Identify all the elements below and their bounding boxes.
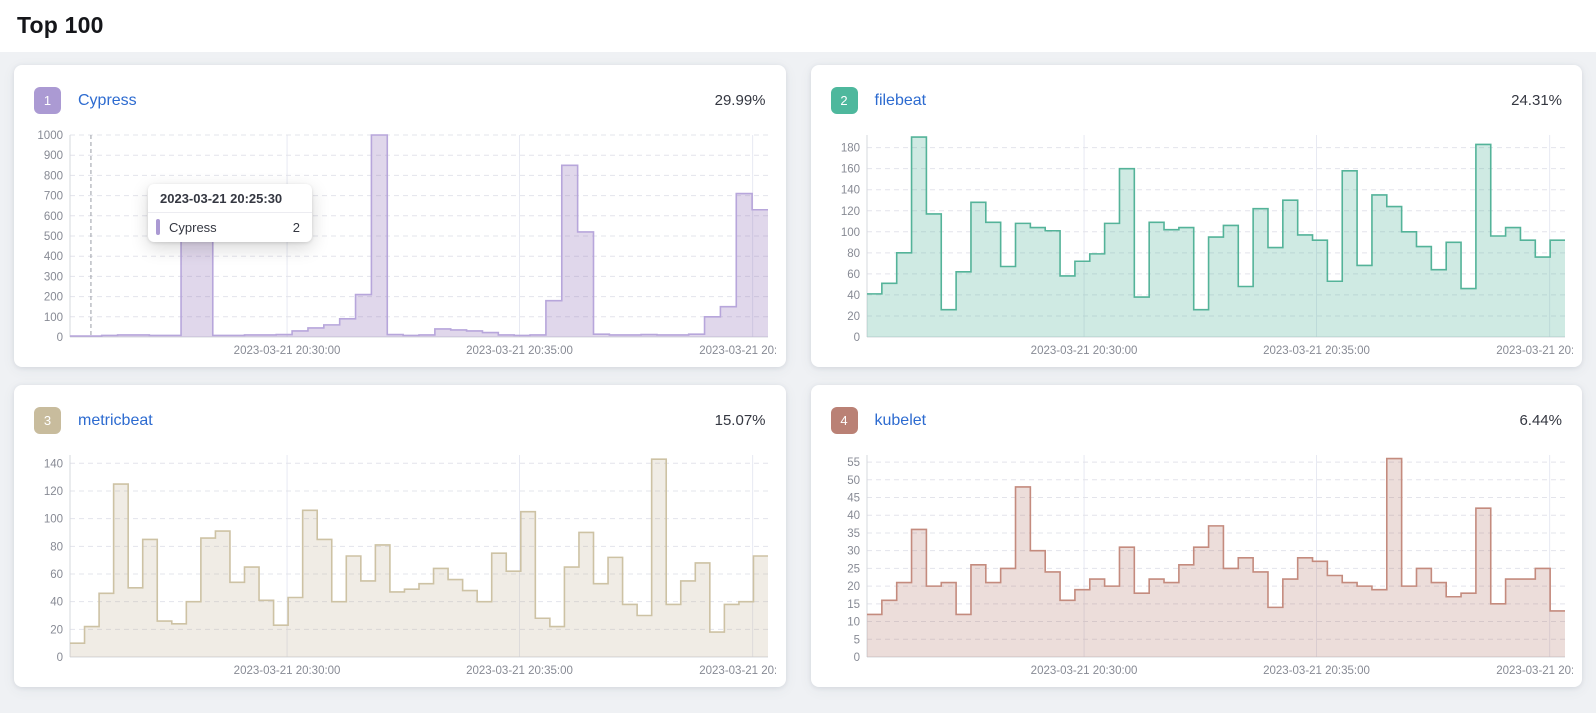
svg-text:0: 0 <box>57 652 63 664</box>
svg-text:1000: 1000 <box>37 130 63 142</box>
svg-text:10: 10 <box>847 617 860 629</box>
service-name-link[interactable]: kubelet <box>874 411 927 429</box>
svg-text:15: 15 <box>847 599 860 611</box>
svg-text:60: 60 <box>50 569 63 581</box>
svg-text:400: 400 <box>44 251 63 263</box>
panel-header: 2 filebeat 24.31% <box>830 87 1562 114</box>
svg-text:2023-03-21 20:40:00: 2023-03-21 20:40:00 <box>1496 345 1573 357</box>
svg-text:35: 35 <box>847 528 860 540</box>
svg-text:25: 25 <box>847 563 860 575</box>
svg-text:800: 800 <box>44 170 63 182</box>
svg-text:2023-03-21 20:30:00: 2023-03-21 20:30:00 <box>1030 665 1137 677</box>
panels-grid: 1 Cypress 29.99% 0 100 200 300 400 500 600 700 8… <box>0 52 1596 701</box>
svg-text:2023-03-21 20:30:00: 2023-03-21 20:30:00 <box>234 665 341 677</box>
svg-text:30: 30 <box>847 546 860 558</box>
chart-tooltip: 2023-03-21 20:25:30 Cypress 2 <box>148 184 312 242</box>
tooltip-series-row: Cypress 2 <box>148 213 312 242</box>
tooltip-timestamp: 2023-03-21 20:25:30 <box>148 184 312 213</box>
svg-text:700: 700 <box>44 191 63 203</box>
page-title: Top 100 <box>17 12 104 38</box>
svg-text:2023-03-21 20:40:00: 2023-03-21 20:40:00 <box>1496 665 1573 677</box>
panel-filebeat: 2 filebeat 24.31% 0 20 40 60 80 100 120 140 160 1… <box>810 65 1582 367</box>
svg-text:40: 40 <box>847 510 860 522</box>
svg-text:20: 20 <box>847 311 860 323</box>
service-name-link[interactable]: metricbeat <box>78 411 153 429</box>
share-percent: 24.31% <box>1511 92 1562 109</box>
panel-kubelet: 4 kubelet 6.44% 0 5 10 15 20 25 30 35 40 45 50 55 20… <box>810 385 1582 687</box>
svg-text:600: 600 <box>44 211 63 223</box>
svg-text:80: 80 <box>50 541 63 553</box>
svg-text:2023-03-21 20:35:00: 2023-03-21 20:35:00 <box>466 345 573 357</box>
svg-text:20: 20 <box>50 624 63 636</box>
svg-text:100: 100 <box>44 514 63 526</box>
title-bar: Top 100 <box>0 0 1596 52</box>
svg-text:100: 100 <box>840 227 859 239</box>
svg-text:2023-03-21 20:35:00: 2023-03-21 20:35:00 <box>1263 665 1370 677</box>
panel-header: 4 kubelet 6.44% <box>830 407 1562 434</box>
series-color-swatch <box>156 219 160 235</box>
panel-header: 3 metricbeat 15.07% <box>34 407 766 434</box>
svg-text:120: 120 <box>44 486 63 498</box>
svg-text:40: 40 <box>847 290 860 302</box>
tooltip-series-value: 2 <box>292 219 300 235</box>
rank-badge: 4 <box>830 407 858 434</box>
rank-badge: 3 <box>34 407 61 434</box>
svg-text:2023-03-21 20:35:00: 2023-03-21 20:35:00 <box>1263 345 1370 357</box>
svg-text:200: 200 <box>44 292 63 304</box>
service-name-link[interactable]: filebeat <box>874 91 927 109</box>
chart-area[interactable]: 0 20 40 60 80 100 120 140 2023-03-21 20:30:00 202… <box>24 445 776 681</box>
chart-area[interactable]: 0 20 40 60 80 100 120 140 160 180 2023-03-21 20:30… <box>821 125 1573 361</box>
svg-text:140: 140 <box>840 185 859 197</box>
svg-text:2023-03-21 20:35:00: 2023-03-21 20:35:00 <box>466 665 573 677</box>
svg-text:0: 0 <box>853 332 859 344</box>
svg-text:60: 60 <box>847 269 860 281</box>
svg-text:45: 45 <box>847 493 860 505</box>
service-name-link[interactable]: Cypress <box>78 91 137 109</box>
svg-text:2023-03-21 20:40:00: 2023-03-21 20:40:00 <box>699 345 776 357</box>
svg-text:80: 80 <box>847 248 860 260</box>
svg-text:140: 140 <box>44 458 63 470</box>
panel-metricbeat: 3 metricbeat 15.07% 0 20 40 60 80 100 120 140 20… <box>14 385 786 687</box>
svg-text:2023-03-21 20:40:00: 2023-03-21 20:40:00 <box>699 665 776 677</box>
share-percent: 29.99% <box>714 92 766 109</box>
share-percent: 6.44% <box>1519 412 1562 429</box>
chart-area[interactable]: 0 5 10 15 20 25 30 35 40 45 50 55 2023-03-21 20:30:0… <box>821 445 1573 681</box>
svg-text:2023-03-21 20:30:00: 2023-03-21 20:30:00 <box>234 345 341 357</box>
svg-text:0: 0 <box>853 652 859 664</box>
svg-text:50: 50 <box>847 475 860 487</box>
rank-badge: 1 <box>34 87 61 114</box>
share-percent: 15.07% <box>714 412 766 429</box>
svg-text:0: 0 <box>57 332 63 344</box>
svg-text:180: 180 <box>840 143 859 155</box>
svg-text:120: 120 <box>840 206 859 218</box>
svg-text:5: 5 <box>853 634 859 646</box>
svg-text:2023-03-21 20:30:00: 2023-03-21 20:30:00 <box>1030 345 1137 357</box>
svg-text:500: 500 <box>44 231 63 243</box>
rank-badge: 2 <box>830 87 858 114</box>
tooltip-series-name: Cypress <box>169 219 217 235</box>
svg-text:100: 100 <box>44 312 63 324</box>
svg-text:900: 900 <box>44 150 63 162</box>
panel-cypress: 1 Cypress 29.99% 0 100 200 300 400 500 600 700 8… <box>14 65 786 367</box>
svg-text:55: 55 <box>847 457 860 469</box>
chart-area[interactable]: 0 100 200 300 400 500 600 700 800 900 1000 2023-03-… <box>24 125 776 361</box>
svg-text:300: 300 <box>44 271 63 283</box>
panel-header: 1 Cypress 29.99% <box>34 87 766 114</box>
svg-text:40: 40 <box>50 597 63 609</box>
svg-text:20: 20 <box>847 581 860 593</box>
svg-text:160: 160 <box>840 164 859 176</box>
